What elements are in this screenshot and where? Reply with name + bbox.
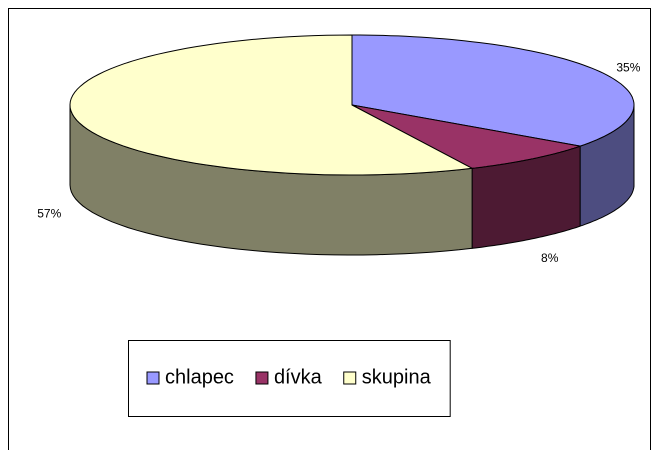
slice bbox=[351, 34, 635, 147]
legend-swatch bbox=[146, 371, 160, 385]
data-label: 57% bbox=[37, 207, 61, 221]
data-label: 8% bbox=[541, 251, 559, 265]
legend-box bbox=[128, 340, 451, 417]
legend: chlapec dívka skupina bbox=[128, 340, 451, 417]
legend-label: chlapec bbox=[165, 366, 234, 388]
legend-label: skupina bbox=[362, 366, 432, 388]
slice bbox=[69, 34, 474, 176]
legend-label: dívka bbox=[274, 366, 323, 388]
slice bbox=[351, 104, 582, 169]
legend-swatch bbox=[255, 371, 269, 385]
legend-swatch bbox=[343, 371, 357, 385]
chart-frame bbox=[8, 8, 651, 450]
slice-tops bbox=[69, 34, 635, 176]
data-label: 35% bbox=[616, 61, 640, 75]
